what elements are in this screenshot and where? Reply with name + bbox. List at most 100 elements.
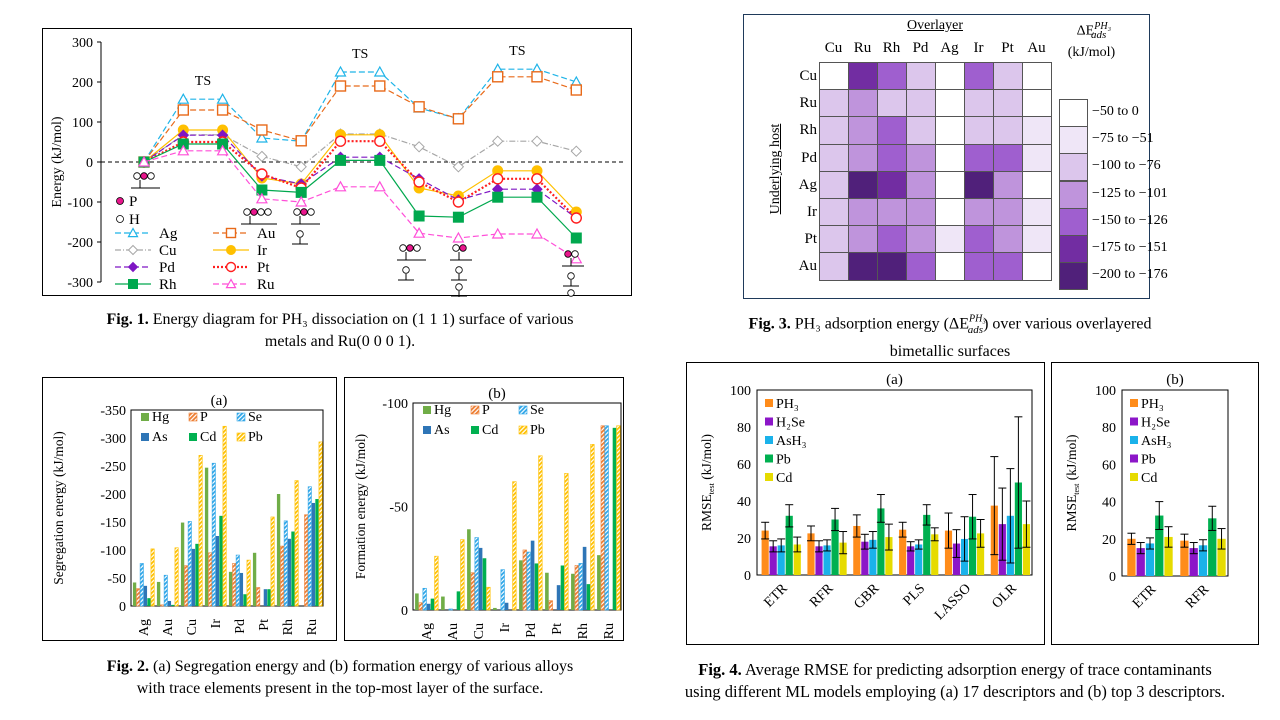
fig4a-bar: [823, 545, 831, 575]
fig2a-bar-se: [307, 486, 312, 607]
fig4b-plot-frame: [1121, 389, 1229, 577]
fig2b-legend-swatch: [423, 426, 431, 434]
fig3-col-label: Au: [1027, 40, 1046, 56]
fig3-cell: [1022, 170, 1052, 199]
legend-label: Au: [257, 226, 276, 242]
fig4a-plot-frame: [756, 389, 1033, 576]
fig1-legend-pt: Pt: [213, 260, 270, 276]
fig2a-bar-as: [239, 572, 244, 606]
fig4a-bar: [952, 543, 961, 575]
fig1-point-rh: [374, 154, 386, 166]
fig4a-y-tick-label: 80: [737, 421, 751, 436]
fig2b-chart: (b) 0 -50 -100 Formation energy (kJ/mol) Ag Au…: [353, 386, 622, 640]
fig2b-bar-hg: [545, 572, 549, 610]
fig2a-legend-label: Se: [248, 410, 262, 425]
fig3-cell: [1022, 225, 1052, 254]
fig2b-bar-hg: [441, 596, 445, 610]
fig3-cell: [993, 170, 1023, 199]
fig4a-legend-label: PH₃: [776, 397, 799, 412]
fig1-point-ru: [295, 195, 308, 207]
fig2a-bar-cd: [147, 598, 151, 606]
fig3-row-label: Cu: [799, 68, 817, 84]
fig2b-bar-as: [582, 546, 587, 610]
fig3-caption-text-2: bimetallic surfaces: [889, 342, 1011, 360]
fig4b-x-tick-label: ETR: [1130, 582, 1160, 612]
fig2b-x-tick-label: Pt: [550, 623, 565, 635]
fig2b-x-tick-label: Cu: [472, 623, 487, 639]
fig2a-legend-swatch: [236, 412, 246, 422]
fig3-legend-label: −200 to −176: [1092, 267, 1168, 283]
fig1-point-cu: [491, 135, 504, 147]
fig2a-bar-hg: [156, 581, 161, 606]
fig4b-bar: [1127, 538, 1136, 576]
fig1-y-tick-label: 200: [72, 76, 93, 91]
fig2a-panel: (a) 0 -50 -100 -150 -200 -250 -300 -350 Segregati…: [42, 377, 337, 641]
fig4b-legend-swatch: [1130, 399, 1138, 407]
fig2a-legend-label: Hg: [152, 410, 169, 425]
legend-marker: [225, 227, 237, 239]
fig4a-panel: (a) 0 20 40 60 80 100 RMSEtest (kJ/mol) ETR RFR GB…: [686, 362, 1045, 645]
fig4a-y-axis-label: RMSEtest (kJ/mol): [699, 434, 716, 531]
fig2b-legend-swatch: [518, 405, 528, 415]
fig2a-legend-label: As: [152, 430, 168, 445]
fig2a-bar-as: [143, 585, 148, 606]
fig2a-x-tick-label: Pt: [257, 619, 272, 631]
fig1-point-au: [334, 80, 347, 92]
fig3-cell: [1022, 252, 1052, 281]
fig2a-x-tick-label: Rh: [281, 619, 296, 635]
fig3-cell: [819, 198, 849, 227]
fig2a-bar-pb: [150, 548, 155, 607]
fig2a-bar-p: [304, 514, 309, 607]
fig3-row-label: Ru: [799, 95, 817, 112]
fig2a-x-tick-label: Au: [161, 619, 176, 636]
fig3-cell: [906, 225, 936, 254]
fig2a-bar-pb: [270, 516, 275, 607]
fig2b-y-tick-label: 0: [401, 604, 408, 619]
fig2a-bar-se: [283, 520, 288, 607]
fig2a-bar-pb: [318, 441, 323, 607]
fig2b-bar-pb: [616, 425, 621, 611]
fig2a-legend-swatch: [188, 412, 198, 422]
legend-marker: [225, 261, 237, 273]
fig2b-bar-pb: [564, 473, 569, 611]
fig1-point-ru: [216, 144, 229, 156]
fig2b-legend-swatch: [518, 425, 528, 435]
fig4a-bar: [853, 525, 861, 575]
fig3-cell: [848, 62, 878, 91]
fig2b-bar-as: [504, 602, 509, 610]
fig2a-y-tick-label: -100: [100, 544, 126, 559]
fig4b-bar: [1217, 538, 1226, 576]
fig3-cell: [1022, 116, 1052, 145]
fig2a-legend-swatch: [236, 432, 246, 442]
atom-icon: [293, 208, 301, 216]
fig1-point-ru: [255, 192, 268, 204]
fig3-col-label: Rh: [882, 40, 901, 56]
fig1-point-ag: [177, 92, 190, 104]
fig2a-bar-hg: [132, 582, 137, 606]
fig2a-bar-hg: [204, 467, 209, 606]
atom-icon: [140, 172, 148, 180]
legend-h-atom-icon: [116, 215, 124, 223]
fig2a-bar-cd: [291, 531, 295, 606]
fig3-cell: [848, 198, 878, 227]
fig2b-bar-se: [448, 608, 453, 611]
fig4b-y-tick-label: 40: [1102, 496, 1116, 511]
fig2b-legend-swatch: [423, 406, 431, 414]
fig2a-bar-cd: [315, 499, 319, 606]
fig2b-bar-as: [530, 540, 535, 610]
fig3-cell: [935, 198, 965, 227]
fig3-legend-label: −175 to −151: [1092, 240, 1168, 255]
fig3-cell: [1022, 143, 1052, 172]
fig1-y-tick-label: 0: [86, 156, 93, 171]
fig4a-y-tick-label: 100: [730, 384, 751, 399]
fig4a-bar: [793, 544, 801, 575]
fig1-point-ag: [255, 131, 268, 143]
fig4b-legend-label: PH₃: [1141, 397, 1164, 412]
fig3-cell: [906, 170, 936, 199]
fig3-caption-text-post: ) over various overlayered: [983, 315, 1152, 333]
ylabel-units: (kJ/mol): [1064, 435, 1079, 484]
fig2b-bar-pb: [590, 444, 595, 611]
fig2b-legend-swatch: [471, 426, 479, 434]
fig4a-bar: [869, 539, 877, 575]
legend-marker: [127, 244, 139, 256]
